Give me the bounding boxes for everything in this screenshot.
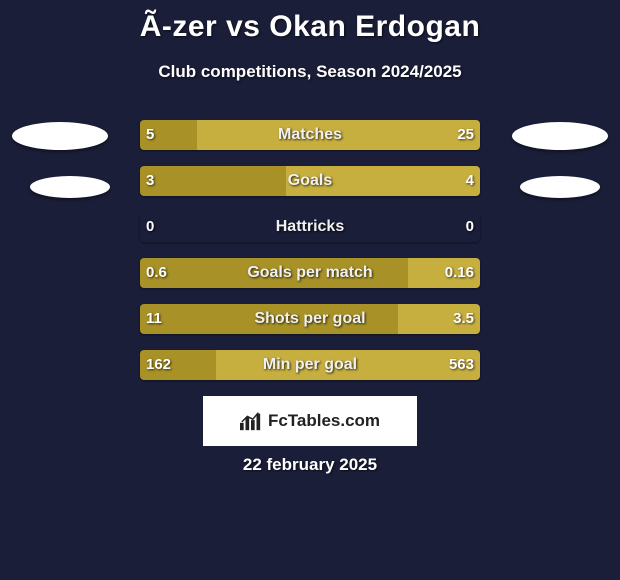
bar-track	[140, 350, 480, 380]
date-label: 22 february 2025	[0, 455, 620, 475]
logo-box: FcTables.com	[203, 396, 417, 446]
value-left: 0.6	[146, 258, 167, 288]
value-left: 5	[146, 120, 154, 150]
fctables-logo-icon	[240, 411, 262, 431]
stat-row: 0.60.16Goals per match	[0, 258, 620, 288]
bar-right	[286, 166, 480, 196]
bar-track	[140, 304, 480, 334]
bar-track	[140, 166, 480, 196]
bar-left	[140, 166, 286, 196]
stat-row: 525Matches	[0, 120, 620, 150]
bar-right	[197, 120, 480, 150]
logo-text: FcTables.com	[268, 411, 380, 431]
value-left: 3	[146, 166, 154, 196]
bar-track	[140, 212, 480, 242]
bar-right	[216, 350, 480, 380]
value-left: 0	[146, 212, 154, 242]
page-title: Ã-zer vs Okan Erdogan	[0, 0, 620, 44]
stat-row: 113.5Shots per goal	[0, 304, 620, 334]
stat-row: 34Goals	[0, 166, 620, 196]
value-left: 11	[146, 304, 162, 334]
value-right: 25	[457, 120, 474, 150]
bar-track	[140, 120, 480, 150]
subtitle: Club competitions, Season 2024/2025	[0, 62, 620, 82]
value-right: 4	[466, 166, 474, 196]
comparison-chart: 525Matches34Goals00Hattricks0.60.16Goals…	[0, 120, 620, 380]
bar-track	[140, 258, 480, 288]
value-right: 0	[466, 212, 474, 242]
value-right: 0.16	[445, 258, 474, 288]
stat-row: 00Hattricks	[0, 212, 620, 242]
stat-row: 162563Min per goal	[0, 350, 620, 380]
value-right: 3.5	[453, 304, 474, 334]
value-right: 563	[449, 350, 474, 380]
bar-left	[140, 304, 398, 334]
value-left: 162	[146, 350, 171, 380]
bar-left	[140, 258, 408, 288]
